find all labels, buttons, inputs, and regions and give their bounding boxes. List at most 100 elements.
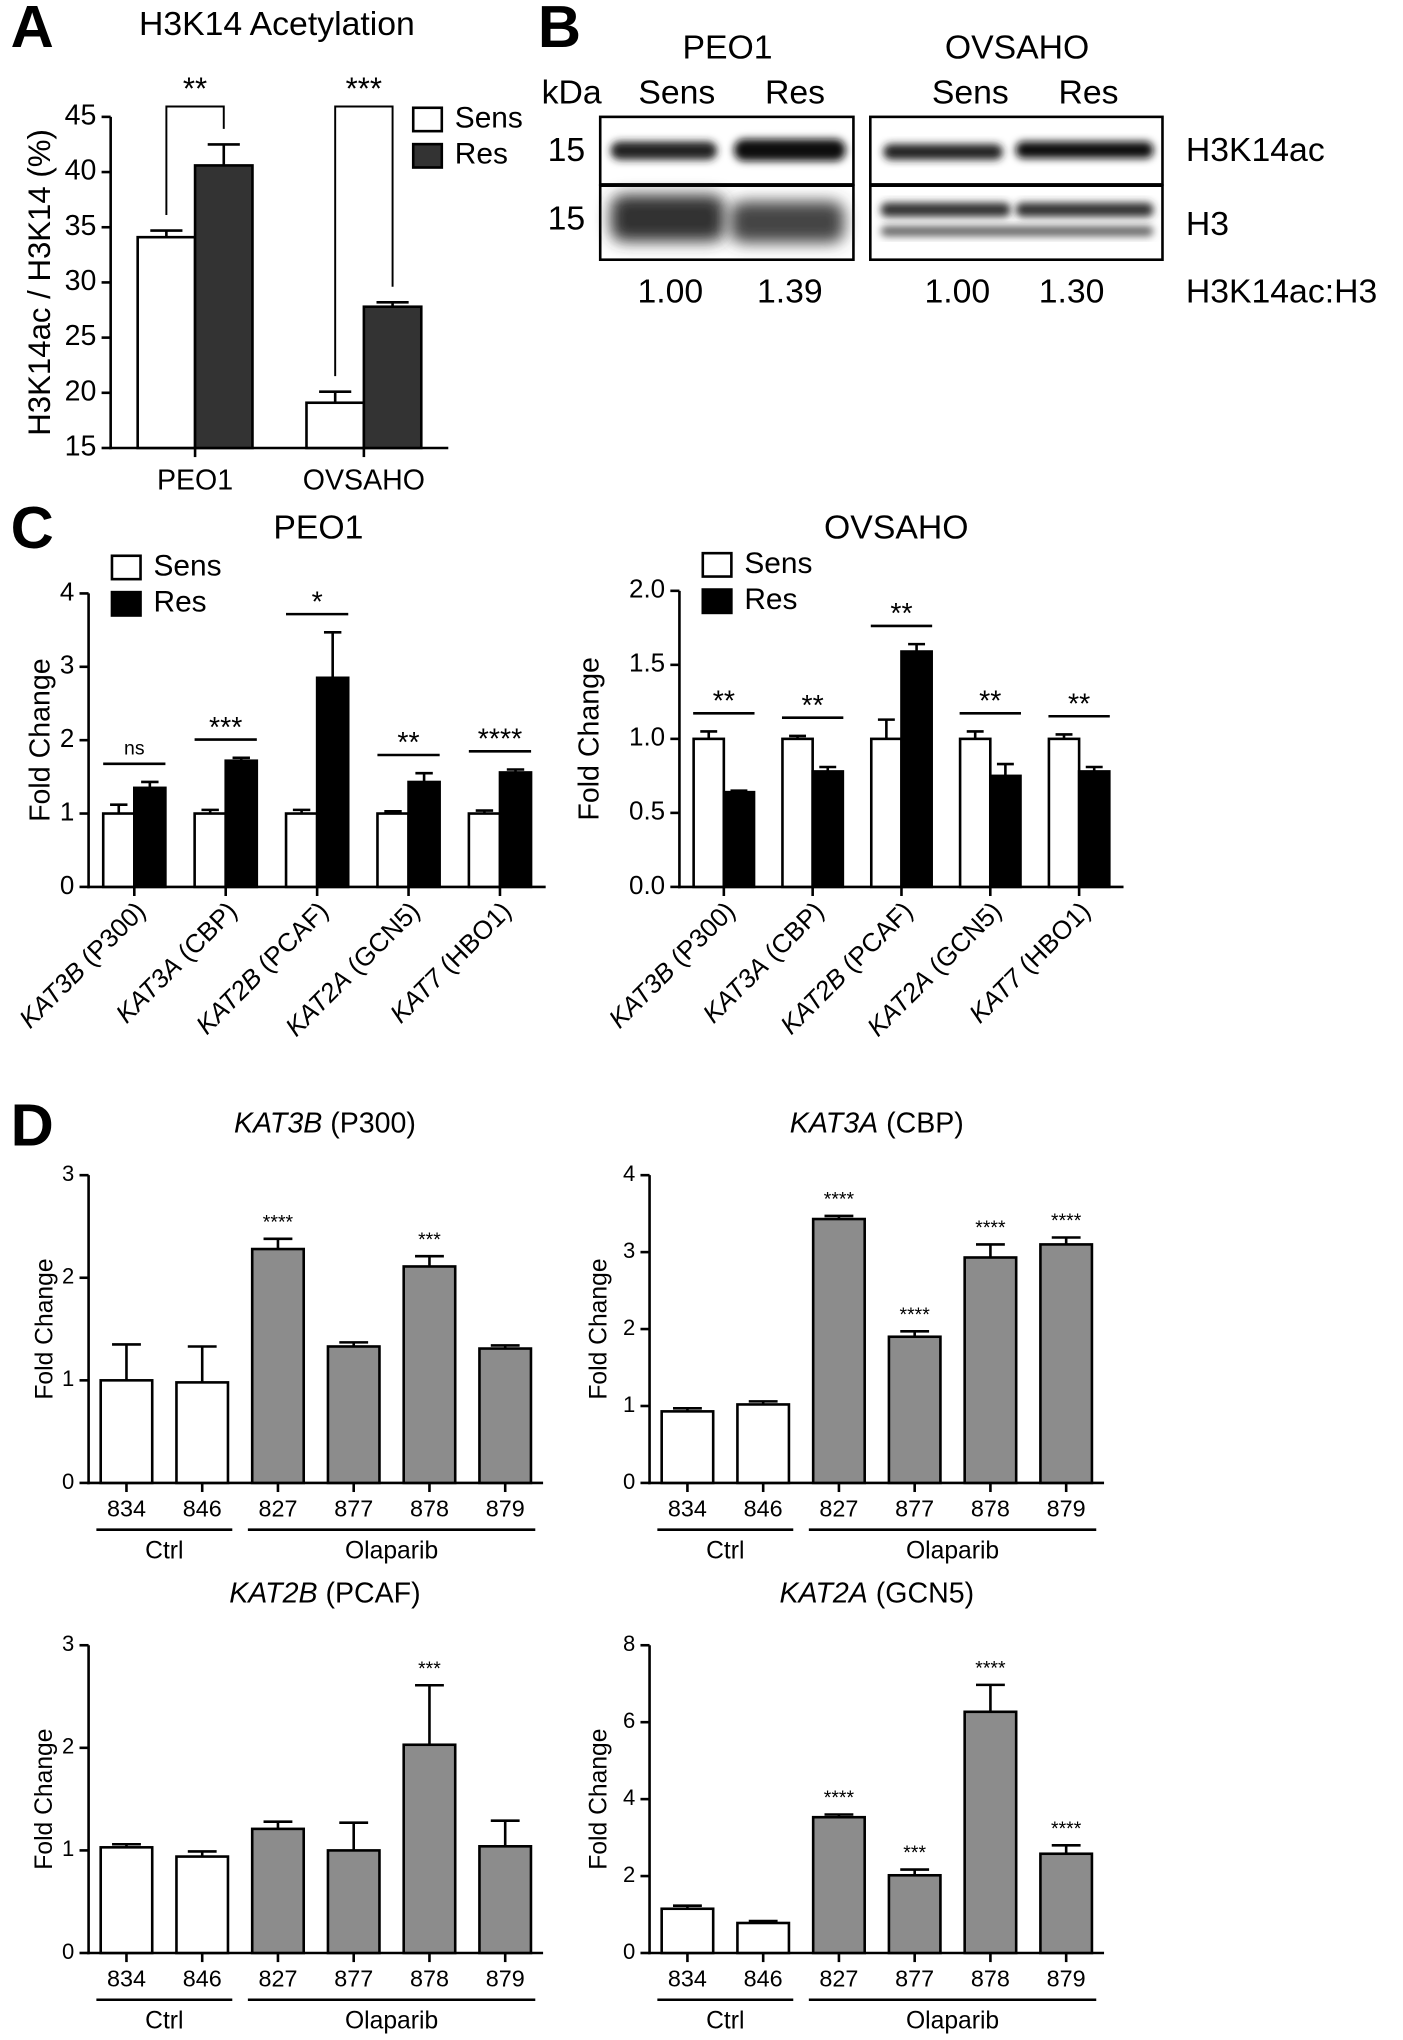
error-bar [187, 1345, 217, 1383]
significance-label: **** [824, 1189, 855, 1211]
x-tick-label: 879 [1047, 1965, 1086, 1991]
bar [250, 1247, 306, 1485]
error-bar [748, 1400, 778, 1405]
significance-label: ** [1068, 688, 1090, 720]
y-tick-label: 20 [65, 375, 97, 407]
x-tick-label: OVSAHO [303, 464, 425, 496]
bar [99, 1379, 154, 1485]
x-tick-label: 878 [971, 1965, 1010, 1991]
cell-line: PEO1 [682, 28, 772, 66]
bar [811, 1217, 866, 1485]
y-tick-label: 1 [62, 1366, 74, 1391]
x-tick-label: 846 [183, 1965, 222, 1991]
lane-label: Sens [932, 74, 1009, 112]
error-bar [232, 756, 250, 761]
group-label: Olaparib [906, 2007, 999, 2034]
band [883, 144, 1003, 160]
lane-label: Res [1058, 74, 1118, 112]
panel-label: D [11, 1092, 54, 1159]
chart-title: OVSAHO [824, 509, 968, 547]
error-bar [824, 1813, 854, 1818]
bar [736, 1921, 791, 1955]
x-tick-label: 827 [258, 1495, 297, 1521]
x-tick-label: 827 [258, 1965, 297, 1991]
significance-label: ** [713, 685, 735, 717]
bar [478, 1845, 533, 1955]
error-bar [1055, 733, 1073, 739]
y-tick-label: 30 [65, 265, 97, 297]
group-label: Olaparib [345, 1537, 438, 1564]
error-bar [789, 734, 807, 739]
x-tick-label: 879 [486, 1495, 525, 1521]
bar [1039, 1852, 1094, 1955]
western-blot: PEO1 OVSAHO kDa Sens Res Sens Res 15 15 … [542, 28, 1378, 310]
x-tick-label: 879 [1047, 1495, 1086, 1521]
bar [136, 235, 197, 450]
band [1015, 202, 1154, 217]
error-bar [339, 1341, 369, 1347]
error-bar [819, 765, 837, 772]
legend-label: Sens [744, 547, 812, 580]
x-tick-label: 879 [486, 1965, 525, 1991]
error-bar [415, 1254, 444, 1267]
bar [326, 1345, 381, 1485]
error-bar [908, 642, 926, 652]
bar [722, 790, 756, 889]
y-tick-label: 0 [62, 1939, 74, 1964]
legend-label: Res [154, 586, 207, 619]
y-tick-label: 3 [623, 1238, 635, 1263]
bar [193, 164, 254, 450]
y-tick-label: 1.5 [629, 648, 665, 678]
y-tick-label: 2 [623, 1315, 635, 1340]
error-bar [141, 780, 159, 788]
y-tick-label: 6 [623, 1708, 635, 1733]
bar [1039, 1243, 1094, 1485]
error-bar [900, 1868, 930, 1876]
error-bar [384, 810, 402, 814]
y-tick-label: 0 [60, 870, 74, 900]
error-bar [292, 808, 311, 814]
blot-frame [869, 184, 1164, 262]
error-bar [112, 1842, 141, 1848]
significance-label: *** [346, 71, 382, 106]
legend-swatch [411, 142, 444, 169]
error-bar [475, 809, 494, 814]
error-bar [824, 1214, 854, 1220]
significance-bracket [165, 105, 225, 215]
error-bar [700, 730, 718, 739]
ratio: 1.00 [924, 272, 990, 310]
bar [478, 1347, 533, 1485]
panel-label: B [538, 0, 581, 60]
bar [887, 1873, 942, 1955]
error-bar [415, 1683, 444, 1745]
bar [736, 1403, 791, 1485]
group-label: Olaparib [906, 1537, 999, 1564]
y-tick-label: 15 [65, 431, 97, 463]
significance-bracket [334, 105, 394, 377]
x-tick-label: 878 [410, 1965, 449, 1991]
y-tick-label: 0.5 [629, 796, 665, 826]
y-tick-label: 2 [62, 1734, 74, 1759]
error-bar [263, 1820, 293, 1829]
x-tick-label: 834 [668, 1965, 707, 1991]
y-tick-label: 1 [62, 1836, 74, 1861]
bar [900, 650, 933, 889]
error-bar [263, 1237, 293, 1250]
error-bar [900, 1330, 930, 1337]
unit-label: kDa [542, 74, 602, 112]
significance-label: **** [975, 1657, 1006, 1679]
y-tick-label: 1 [60, 796, 74, 826]
x-tick-label: 846 [744, 1495, 783, 1521]
marker-label: 15 [548, 200, 586, 238]
x-tick-label: 877 [334, 1965, 373, 1991]
error-bar [673, 1407, 702, 1412]
bar [1047, 737, 1081, 889]
y-tick-label: 25 [65, 320, 97, 352]
chart-title: H3K14 Acetylation [139, 5, 415, 43]
significance-label: *** [903, 1842, 926, 1864]
bar [963, 1710, 1018, 1955]
band [610, 194, 725, 242]
bar [224, 759, 259, 889]
error-bar [877, 718, 895, 739]
group-label: Ctrl [145, 1537, 183, 1564]
